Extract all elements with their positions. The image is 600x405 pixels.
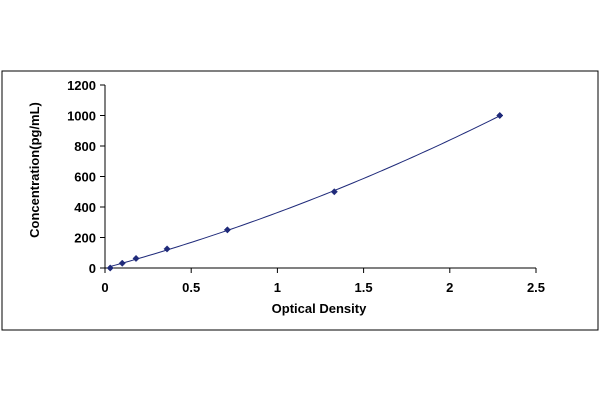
data-point-marker bbox=[118, 259, 126, 267]
x-tick-label: 2 bbox=[446, 280, 453, 295]
y-tick-label: 800 bbox=[74, 139, 96, 154]
x-axis-title: Optical Density bbox=[272, 301, 367, 316]
y-tick-label: 200 bbox=[74, 231, 96, 246]
points-layer bbox=[106, 111, 504, 272]
data-point-marker bbox=[330, 188, 338, 196]
x-tick-label: 0.5 bbox=[182, 280, 200, 295]
x-tick-label: 0 bbox=[101, 280, 108, 295]
curve-layer bbox=[110, 115, 501, 268]
data-point-marker bbox=[132, 254, 140, 263]
data-point-marker bbox=[106, 264, 114, 272]
y-axis-title-group: Concentration(pg/mL) bbox=[27, 102, 42, 238]
data-point-marker bbox=[163, 245, 171, 253]
x-tick-label: 1 bbox=[274, 280, 281, 295]
trendline-curve bbox=[110, 115, 501, 268]
ticks-layer: 0 0.5 1 1.5 2 2.5 0 200 400 600 800 1000 1200 bbox=[67, 78, 545, 295]
data-point-marker bbox=[223, 226, 231, 234]
data-point-marker bbox=[496, 111, 504, 120]
y-tick-label: 400 bbox=[74, 200, 96, 215]
y-tick-label: 1000 bbox=[67, 109, 96, 124]
x-tick-label: 1.5 bbox=[355, 280, 373, 295]
y-tick-label: 1200 bbox=[67, 78, 96, 93]
y-tick-label: 600 bbox=[74, 170, 96, 185]
x-tick-label: 2.5 bbox=[527, 280, 545, 295]
y-tick-label: 0 bbox=[89, 261, 96, 276]
y-axis-title: Concentration(pg/mL) bbox=[27, 102, 42, 238]
